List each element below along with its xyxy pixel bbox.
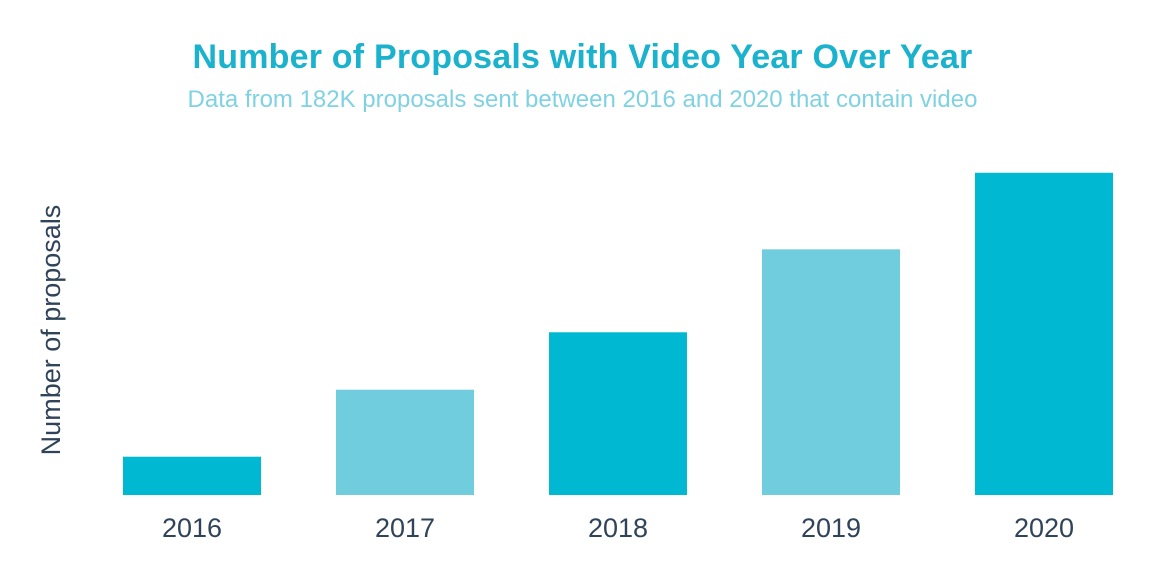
y-axis-label: Number of proposals [36,205,66,456]
x-tick-2016: 2016 [162,513,222,543]
x-tick-2018: 2018 [588,513,648,543]
x-tick-2020: 2020 [1014,513,1074,543]
x-tick-2017: 2017 [375,513,435,543]
bar-2020 [975,172,1113,495]
x-tick-2019: 2019 [801,513,861,543]
bar-2016 [123,456,261,495]
bar-2018 [549,332,687,495]
chart-title: Number of Proposals with Video Year Over… [192,38,973,76]
bars-group [123,172,1113,495]
bar-2017 [336,389,474,495]
chart-subtitle: Data from 182K proposals sent between 20… [187,86,978,113]
bar-2019 [762,249,900,495]
x-tick-labels: 2016 2017 2018 2019 2020 [162,513,1074,543]
